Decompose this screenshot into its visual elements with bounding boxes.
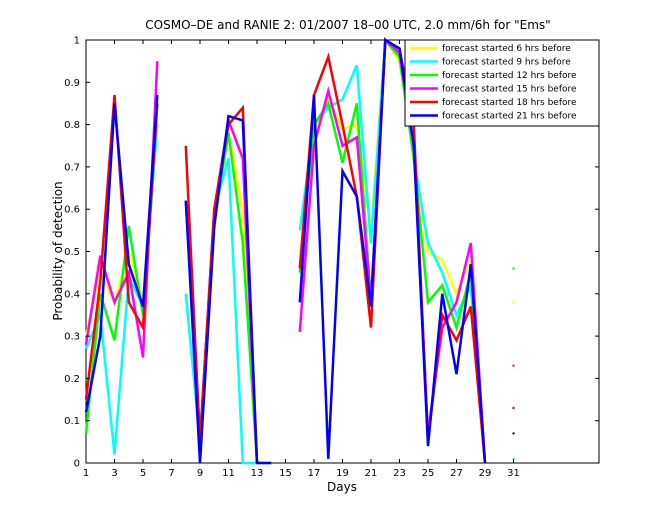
- y-axis-label: Probability of detection: [51, 181, 65, 320]
- y-tick-label: 0.5: [64, 247, 80, 258]
- axis-ticks: 1 3 5 7 9 11 13 15 17 19 21 23 25 27 29 3100.10.20.30.4…: [64, 36, 599, 479]
- x-tick-label: 3: [111, 468, 117, 479]
- y-tick-label: 0.6: [64, 205, 80, 216]
- x-tick-label: 25: [422, 468, 435, 479]
- legend-label: forecast started 18 hrs before: [442, 98, 577, 108]
- x-tick-label: 9: [197, 468, 203, 479]
- series-line: [84, 94, 159, 413]
- y-tick-label: 0.8: [64, 120, 80, 131]
- series-point: [512, 364, 515, 367]
- x-tick-label: 1: [83, 468, 89, 479]
- x-tick-label: 13: [251, 468, 264, 479]
- legend-label: forecast started 6 hrs before: [442, 44, 571, 54]
- series-point: [512, 301, 515, 304]
- x-tick-label: 15: [279, 468, 292, 479]
- series-line: [298, 37, 487, 464]
- x-tick-label: 17: [308, 468, 321, 479]
- x-tick-label: 7: [168, 468, 174, 479]
- x-tick-label: 11: [222, 468, 235, 479]
- legend-label: forecast started 9 hrs before: [442, 58, 571, 68]
- legend-label: forecast started 21 hrs before: [442, 112, 577, 122]
- x-tick-label: 29: [479, 468, 492, 479]
- y-tick-label: 1: [74, 36, 80, 47]
- x-tick-label: 21: [365, 468, 378, 479]
- series-line: [84, 94, 159, 400]
- y-tick-label: 0.9: [64, 78, 80, 89]
- x-tick-label: 23: [393, 468, 406, 479]
- series-point: [512, 457, 515, 460]
- y-tick-label: 0: [74, 459, 80, 470]
- series-point: [512, 267, 515, 270]
- series-line: [298, 37, 487, 464]
- y-tick-label: 0.3: [64, 332, 80, 343]
- legend-label: forecast started 15 hrs before: [442, 85, 577, 95]
- legend: forecast started 6 hrs before forecast st…: [404, 39, 600, 127]
- series-line: [298, 36, 487, 464]
- x-axis-label: Days: [327, 480, 357, 494]
- y-tick-label: 0.7: [64, 162, 80, 173]
- legend-label: forecast started 12 hrs before: [442, 71, 577, 81]
- legend-box: [404, 39, 600, 127]
- y-tick-label: 0.1: [64, 416, 80, 427]
- series-point: [512, 406, 515, 410]
- x-tick-label: 5: [140, 468, 146, 479]
- x-tick-label: 31: [507, 468, 520, 479]
- legend-items: forecast started 6 hrs before forecast st…: [410, 44, 577, 122]
- series-point: [512, 432, 515, 435]
- y-tick-label: 0.4: [64, 289, 80, 300]
- x-tick-label: 27: [450, 468, 463, 479]
- chart-title: COSMO–DE and RANIE 2: 01/2007 18–00 UTC,…: [145, 18, 550, 32]
- x-tick-label: 19: [336, 468, 349, 479]
- y-tick-label: 0.2: [64, 374, 80, 385]
